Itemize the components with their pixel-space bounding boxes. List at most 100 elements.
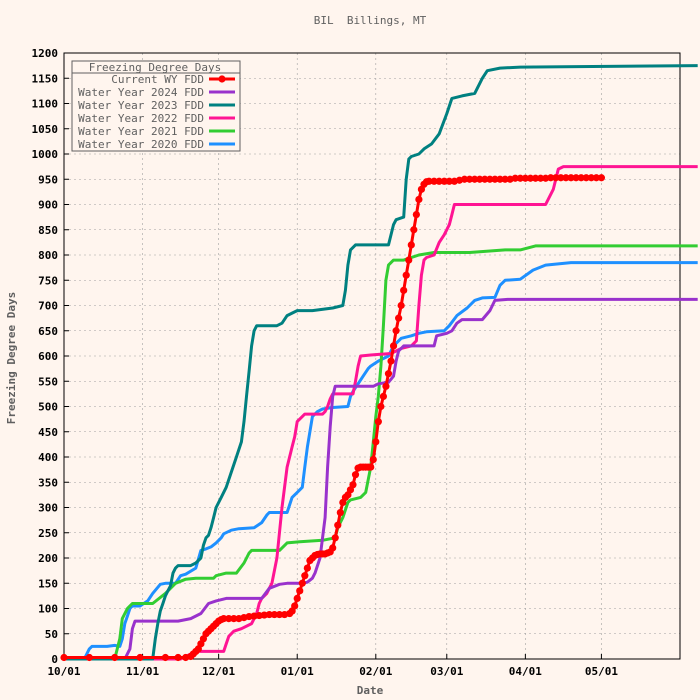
data-point bbox=[445, 177, 453, 185]
y-tick-label: 550 bbox=[38, 375, 58, 388]
data-point bbox=[496, 175, 504, 183]
data-point bbox=[547, 174, 555, 182]
data-point bbox=[491, 175, 499, 183]
data-point bbox=[582, 174, 590, 182]
data-point bbox=[301, 572, 309, 580]
y-tick-label: 350 bbox=[38, 476, 58, 489]
data-point bbox=[331, 534, 339, 542]
series-line-2 bbox=[64, 64, 698, 661]
data-point bbox=[597, 174, 606, 182]
y-tick-label: 1150 bbox=[32, 72, 59, 85]
data-point bbox=[136, 653, 144, 662]
data-point bbox=[415, 195, 423, 204]
x-axis-label: Date bbox=[357, 684, 384, 697]
data-point bbox=[379, 392, 388, 400]
data-point bbox=[501, 175, 509, 183]
data-point bbox=[225, 615, 233, 623]
y-tick-label: 900 bbox=[38, 199, 58, 212]
series-line-1 bbox=[64, 297, 698, 661]
data-point bbox=[230, 615, 238, 623]
data-point bbox=[174, 653, 182, 662]
data-point bbox=[562, 174, 570, 182]
data-point bbox=[572, 174, 580, 182]
data-point bbox=[220, 615, 228, 623]
y-tick-label: 0 bbox=[51, 653, 58, 666]
x-tick-label: 01/01 bbox=[281, 665, 314, 678]
y-tick-label: 600 bbox=[38, 350, 58, 363]
data-point bbox=[412, 211, 420, 219]
y-tick-label: 1000 bbox=[32, 148, 59, 161]
series-lines bbox=[60, 64, 698, 662]
x-tick-label: 12/01 bbox=[202, 665, 235, 678]
y-tick-label: 200 bbox=[38, 552, 58, 565]
data-point bbox=[85, 653, 93, 662]
data-point bbox=[531, 174, 540, 182]
y-tick-label: 450 bbox=[38, 426, 58, 439]
data-point bbox=[405, 256, 413, 264]
legend-entry-label: Water Year 2024 FDD bbox=[78, 86, 204, 99]
y-tick-label: 250 bbox=[38, 527, 58, 540]
y-tick-label: 650 bbox=[38, 325, 58, 338]
series-line-5 bbox=[64, 261, 698, 661]
legend-title: Freezing Degree Days bbox=[89, 61, 221, 74]
chart-title: BIL Billings, MT bbox=[314, 14, 427, 27]
data-point bbox=[471, 175, 479, 183]
data-point bbox=[592, 174, 600, 182]
data-point bbox=[481, 175, 489, 183]
data-point bbox=[395, 314, 403, 322]
legend-entry-label: Current WY FDD bbox=[111, 73, 204, 86]
data-point bbox=[329, 544, 337, 552]
data-point bbox=[410, 226, 418, 234]
data-point bbox=[430, 177, 438, 185]
y-tick-label: 1200 bbox=[32, 47, 59, 60]
y-tick-label: 300 bbox=[38, 502, 58, 515]
legend-entry-label: Water Year 2021 FDD bbox=[78, 125, 204, 138]
data-point bbox=[60, 653, 68, 662]
data-point bbox=[460, 175, 469, 183]
y-tick-label: 800 bbox=[38, 249, 58, 262]
data-point bbox=[298, 579, 306, 587]
y-tick-label: 1050 bbox=[32, 123, 59, 136]
y-tick-label: 1100 bbox=[32, 98, 59, 111]
data-point bbox=[389, 342, 398, 350]
data-point bbox=[397, 301, 405, 310]
data-point bbox=[372, 438, 380, 446]
data-point bbox=[392, 327, 400, 335]
data-point bbox=[377, 402, 385, 411]
data-point bbox=[402, 271, 410, 279]
data-point bbox=[536, 174, 545, 182]
data-point bbox=[291, 602, 299, 610]
y-axis-ticks: 0 50 100 150 200 250 300 350 400 450 500 550 600 650 7… bbox=[32, 47, 69, 666]
data-point bbox=[476, 175, 484, 183]
y-tick-label: 500 bbox=[38, 401, 58, 414]
data-point bbox=[400, 286, 408, 294]
data-point bbox=[511, 174, 519, 182]
data-point bbox=[270, 610, 279, 619]
data-point bbox=[111, 653, 119, 662]
y-tick-label: 400 bbox=[38, 451, 58, 464]
y-tick-label: 700 bbox=[38, 300, 58, 313]
legend-entry-label: Water Year 2023 FDD bbox=[78, 99, 204, 112]
y-tick-label: 150 bbox=[38, 577, 58, 590]
legend-entry-label: Water Year 2020 FDD bbox=[78, 138, 204, 151]
y-tick-label: 950 bbox=[38, 173, 58, 186]
x-tick-label: 05/01 bbox=[585, 665, 618, 678]
data-point bbox=[435, 177, 443, 185]
data-point bbox=[557, 174, 565, 182]
data-point bbox=[587, 174, 595, 182]
series-line-3 bbox=[64, 165, 698, 661]
data-point bbox=[265, 610, 273, 619]
y-tick-label: 50 bbox=[45, 628, 58, 641]
legend-marker bbox=[218, 75, 226, 83]
y-tick-label: 750 bbox=[38, 274, 58, 287]
data-point bbox=[425, 177, 433, 185]
x-tick-label: 10/01 bbox=[47, 665, 80, 678]
data-point bbox=[293, 594, 301, 603]
data-point bbox=[296, 587, 304, 595]
data-point bbox=[161, 653, 169, 662]
x-tick-label: 11/01 bbox=[126, 665, 159, 678]
data-point bbox=[407, 241, 415, 249]
data-point bbox=[384, 370, 393, 378]
legend-entry-label: Water Year 2022 FDD bbox=[78, 112, 204, 125]
